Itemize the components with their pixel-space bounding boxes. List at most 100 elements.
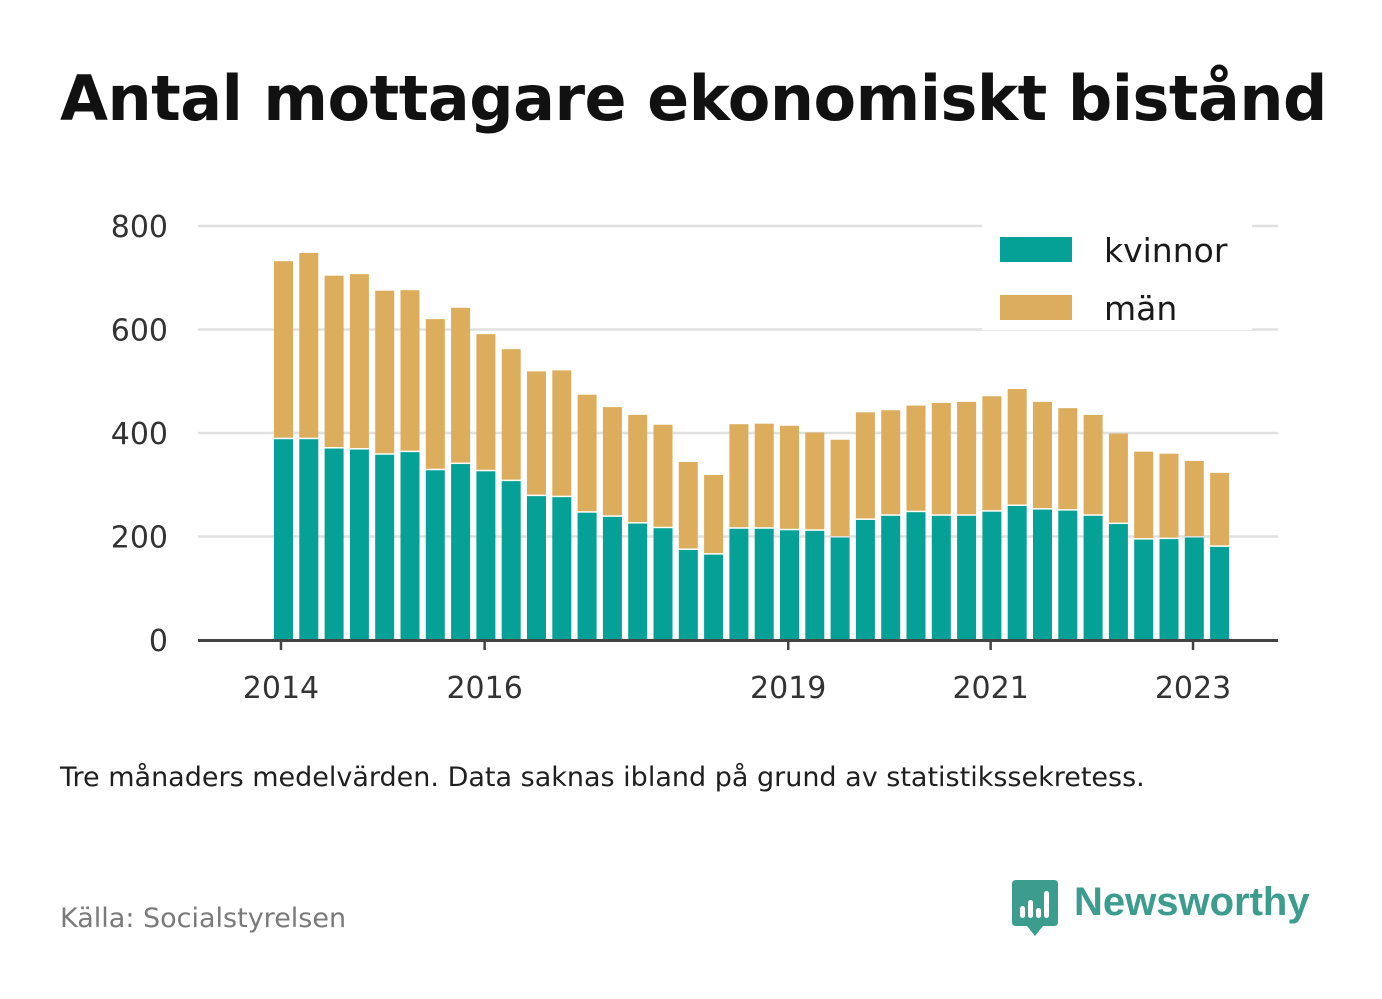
bar-kvinnor-9	[501, 481, 521, 640]
brand-logo: Newsworthy	[1010, 878, 1310, 942]
bar-kvinnor-36	[1184, 537, 1204, 640]
source-label: Källa: Socialstyrelsen	[60, 903, 347, 934]
bar-man-20	[780, 425, 799, 529]
bars	[274, 252, 1230, 640]
bar-kvinnor-8	[476, 471, 496, 640]
x-tick-label: 2016	[446, 671, 522, 706]
bar-kvinnor-4	[375, 454, 395, 640]
bar-kvinnor-18	[729, 528, 749, 640]
bar-man-28	[982, 396, 1002, 511]
bar-man-32	[1083, 414, 1103, 515]
bar-man-2	[324, 275, 344, 448]
bar-man-30	[1033, 401, 1052, 509]
bar-kvinnor-19	[754, 528, 774, 640]
bar-kvinnor-14	[628, 523, 648, 640]
bar-man-14	[628, 414, 648, 523]
bar-kvinnor-16	[678, 549, 698, 640]
bar-kvinnor-11	[552, 497, 572, 640]
bar-man-22	[830, 439, 850, 537]
bar-kvinnor-5	[400, 452, 420, 640]
chart-note: Tre månaders medelvärden. Data saknas ib…	[60, 762, 1145, 793]
legend-label: kvinnor	[1104, 231, 1228, 270]
bar-man-9	[501, 349, 521, 480]
bar-man-11	[552, 370, 572, 496]
legend-swatch	[1000, 237, 1072, 262]
bar-kvinnor-21	[805, 530, 825, 640]
bar-kvinnor-3	[349, 449, 369, 640]
bar-kvinnor-24	[881, 515, 901, 640]
bar-man-1	[299, 252, 319, 438]
bar-man-3	[349, 274, 369, 449]
bar-man-19	[754, 423, 774, 528]
bar-kvinnor-17	[704, 554, 724, 640]
bar-man-7	[451, 307, 471, 463]
bar-kvinnor-31	[1058, 510, 1078, 640]
bar-kvinnor-15	[653, 528, 673, 640]
bar-kvinnor-26	[931, 515, 951, 640]
legend: kvinnor män	[982, 222, 1252, 330]
bar-man-0	[274, 261, 293, 438]
bar-kvinnor-20	[780, 530, 799, 640]
x-tick-label: 2021	[952, 671, 1028, 706]
bar-kvinnor-35	[1159, 539, 1179, 640]
y-tick-label: 800	[111, 210, 168, 245]
legend-swatch	[1000, 295, 1072, 320]
bar-kvinnor-29	[1007, 505, 1027, 640]
bar-man-18	[729, 424, 749, 528]
bar-man-26	[931, 402, 951, 515]
bar-man-35	[1159, 453, 1179, 538]
bar-man-21	[805, 432, 825, 530]
y-tick-label: 200	[111, 521, 168, 556]
x-tick-label: 2019	[750, 671, 826, 706]
bar-kvinnor-7	[451, 464, 471, 640]
bar-kvinnor-10	[527, 496, 546, 640]
bar-man-33	[1108, 433, 1128, 523]
bar-man-36	[1184, 460, 1204, 537]
bar-kvinnor-22	[830, 537, 850, 640]
x-tick-label: 2014	[243, 671, 319, 706]
bar-kvinnor-2	[324, 448, 344, 640]
bar-man-10	[527, 371, 546, 495]
bar-man-27	[957, 401, 977, 515]
bar-man-25	[906, 405, 926, 511]
bar-kvinnor-30	[1033, 509, 1052, 640]
bar-kvinnor-1	[299, 439, 319, 640]
bar-kvinnor-6	[425, 470, 445, 640]
bar-man-23	[855, 412, 875, 519]
bar-man-13	[602, 407, 622, 516]
bar-kvinnor-23	[855, 519, 875, 640]
bar-kvinnor-37	[1210, 546, 1230, 640]
x-tick-label: 2023	[1155, 671, 1231, 706]
bar-man-15	[653, 424, 673, 527]
bar-kvinnor-32	[1083, 515, 1103, 640]
y-tick-label: 0	[149, 624, 168, 659]
bar-man-31	[1058, 408, 1078, 510]
newsworthy-logo-icon	[1012, 880, 1058, 936]
y-tick-label: 600	[111, 314, 168, 349]
bar-man-17	[704, 474, 724, 554]
bar-chart: 0 200 400 600 800 2014 2016 2019 2021 2023 kvinn…	[111, 210, 1278, 706]
brand-name: Newsworthy	[1074, 880, 1310, 924]
y-tick-label: 400	[111, 417, 168, 452]
bar-kvinnor-28	[982, 511, 1002, 640]
bar-kvinnor-33	[1108, 524, 1128, 640]
bar-man-5	[400, 290, 420, 451]
chart-title: Antal mottagare ekonomiskt bistånd	[60, 62, 1327, 135]
x-axis: 2014 2016 2019 2021 2023	[198, 639, 1278, 706]
bar-kvinnor-27	[957, 515, 977, 640]
legend-label: män	[1104, 289, 1177, 328]
bar-man-4	[375, 290, 395, 454]
bar-man-16	[678, 461, 698, 549]
bar-kvinnor-34	[1134, 539, 1154, 640]
bar-man-34	[1134, 451, 1154, 539]
y-axis-labels: 0 200 400 600 800	[111, 210, 168, 659]
bar-man-29	[1007, 389, 1027, 505]
bar-kvinnor-25	[906, 512, 926, 640]
bar-kvinnor-13	[602, 516, 622, 640]
bar-man-37	[1210, 472, 1230, 546]
bar-man-24	[881, 410, 901, 515]
bar-man-8	[476, 334, 496, 470]
bar-man-6	[425, 319, 445, 469]
bar-kvinnor-12	[577, 512, 597, 640]
bar-kvinnor-0	[274, 439, 293, 640]
